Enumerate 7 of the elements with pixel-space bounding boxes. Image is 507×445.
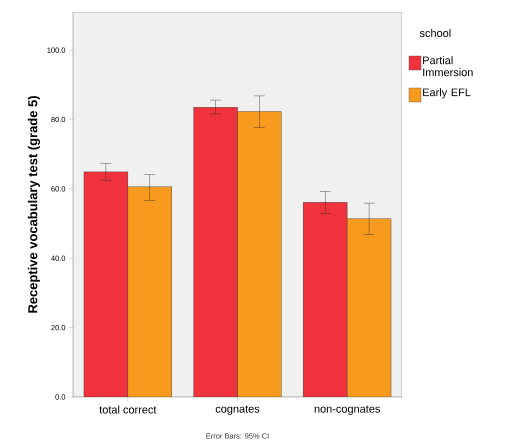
x-tick-label: non-cognates — [314, 406, 380, 415]
x-tick-label: total correct — [99, 406, 156, 414]
y-axis-title: Receptive vocabulary test (grade 5) — [28, 96, 40, 313]
legend-title: school — [420, 28, 450, 38]
x-tick-label: cognates — [216, 406, 260, 415]
legend-label: Early EFL — [423, 88, 471, 98]
legend-label: Partial Immersion — [423, 56, 473, 76]
